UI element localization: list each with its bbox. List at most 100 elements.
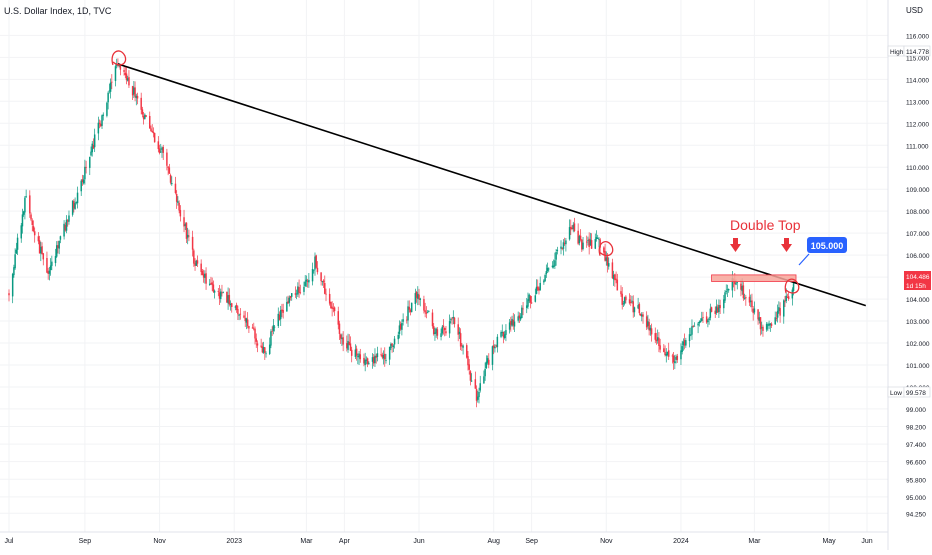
candle [441,324,444,336]
candle [213,289,216,299]
candle [74,197,76,210]
candle [273,324,276,332]
candle [614,273,616,287]
candle [200,259,202,276]
candle [157,136,160,153]
candle [21,208,24,234]
candle [758,311,761,324]
candle [436,327,439,340]
candle [401,319,403,336]
candle [341,333,343,347]
candle [778,301,780,314]
x-tick-label: 2024 [673,538,689,545]
candle [486,355,489,365]
candle [517,311,519,323]
candle [776,304,779,323]
candle [621,287,623,310]
current-price-value: 104.486 [906,274,930,281]
candle [279,305,282,326]
candle [363,353,365,367]
candle [160,143,162,153]
candle [357,353,359,365]
candle [212,280,215,293]
candle [503,330,506,340]
candle [639,313,642,317]
candle [718,299,720,318]
candle [528,293,530,304]
candle [641,312,643,322]
level-callout[interactable]: 105.000 [798,237,847,266]
candle [347,333,349,353]
candle [193,248,195,267]
candle [748,289,751,307]
candle [303,281,305,296]
candle [314,252,316,276]
candle [166,148,168,171]
candle [91,141,93,157]
candle [178,200,180,214]
candle [752,306,754,321]
candle [650,323,653,342]
resistance-zone[interactable] [711,274,797,282]
candle [689,327,692,337]
trendline[interactable] [117,63,867,307]
candle [221,284,223,297]
candle [55,241,58,258]
candle [666,351,669,357]
candle [522,301,524,316]
candle [414,288,417,311]
candle [324,275,326,295]
candle [461,343,463,352]
candle [496,334,499,353]
candle [479,375,481,393]
candle [171,176,173,186]
candle [450,317,452,324]
candle [169,173,172,185]
candle [194,258,196,271]
candle [692,324,694,328]
candle [332,303,335,313]
candle [238,313,240,321]
candle [81,174,84,186]
candle [530,295,533,305]
y-tick-label: 95.000 [906,495,926,502]
high-marker: High 114.778 [887,45,931,57]
candle [655,332,658,345]
time-axis[interactable]: Jul Sep Nov 2023 Mar Apr Jun Aug Sep Nov 2024 Mar Ma… [5,538,873,545]
candle [560,240,562,255]
candle [297,282,299,298]
candle [674,354,676,370]
candle [90,146,92,157]
candle [124,66,127,79]
candle [174,176,177,195]
candle [8,289,10,302]
candle [342,331,344,352]
candle [443,327,446,337]
candle [141,106,144,118]
candle [205,267,207,290]
pattern-label: Double Top [730,217,801,233]
candle [30,212,32,222]
candle [418,288,420,306]
top-circle [598,241,614,257]
candle [699,318,702,323]
candle [350,346,353,363]
candle [282,303,284,319]
candle [346,335,348,352]
candle [48,266,51,281]
candle [779,302,781,323]
x-tick-label: Mar [748,538,761,545]
x-tick-label: Nov [153,538,166,545]
candle [620,285,622,297]
candle [562,239,565,256]
candle [57,240,59,254]
candle [448,314,451,338]
candle [158,144,161,155]
candle [59,235,62,244]
candle [458,327,461,340]
candle [664,345,666,357]
candle [89,156,91,176]
candle [349,336,352,352]
